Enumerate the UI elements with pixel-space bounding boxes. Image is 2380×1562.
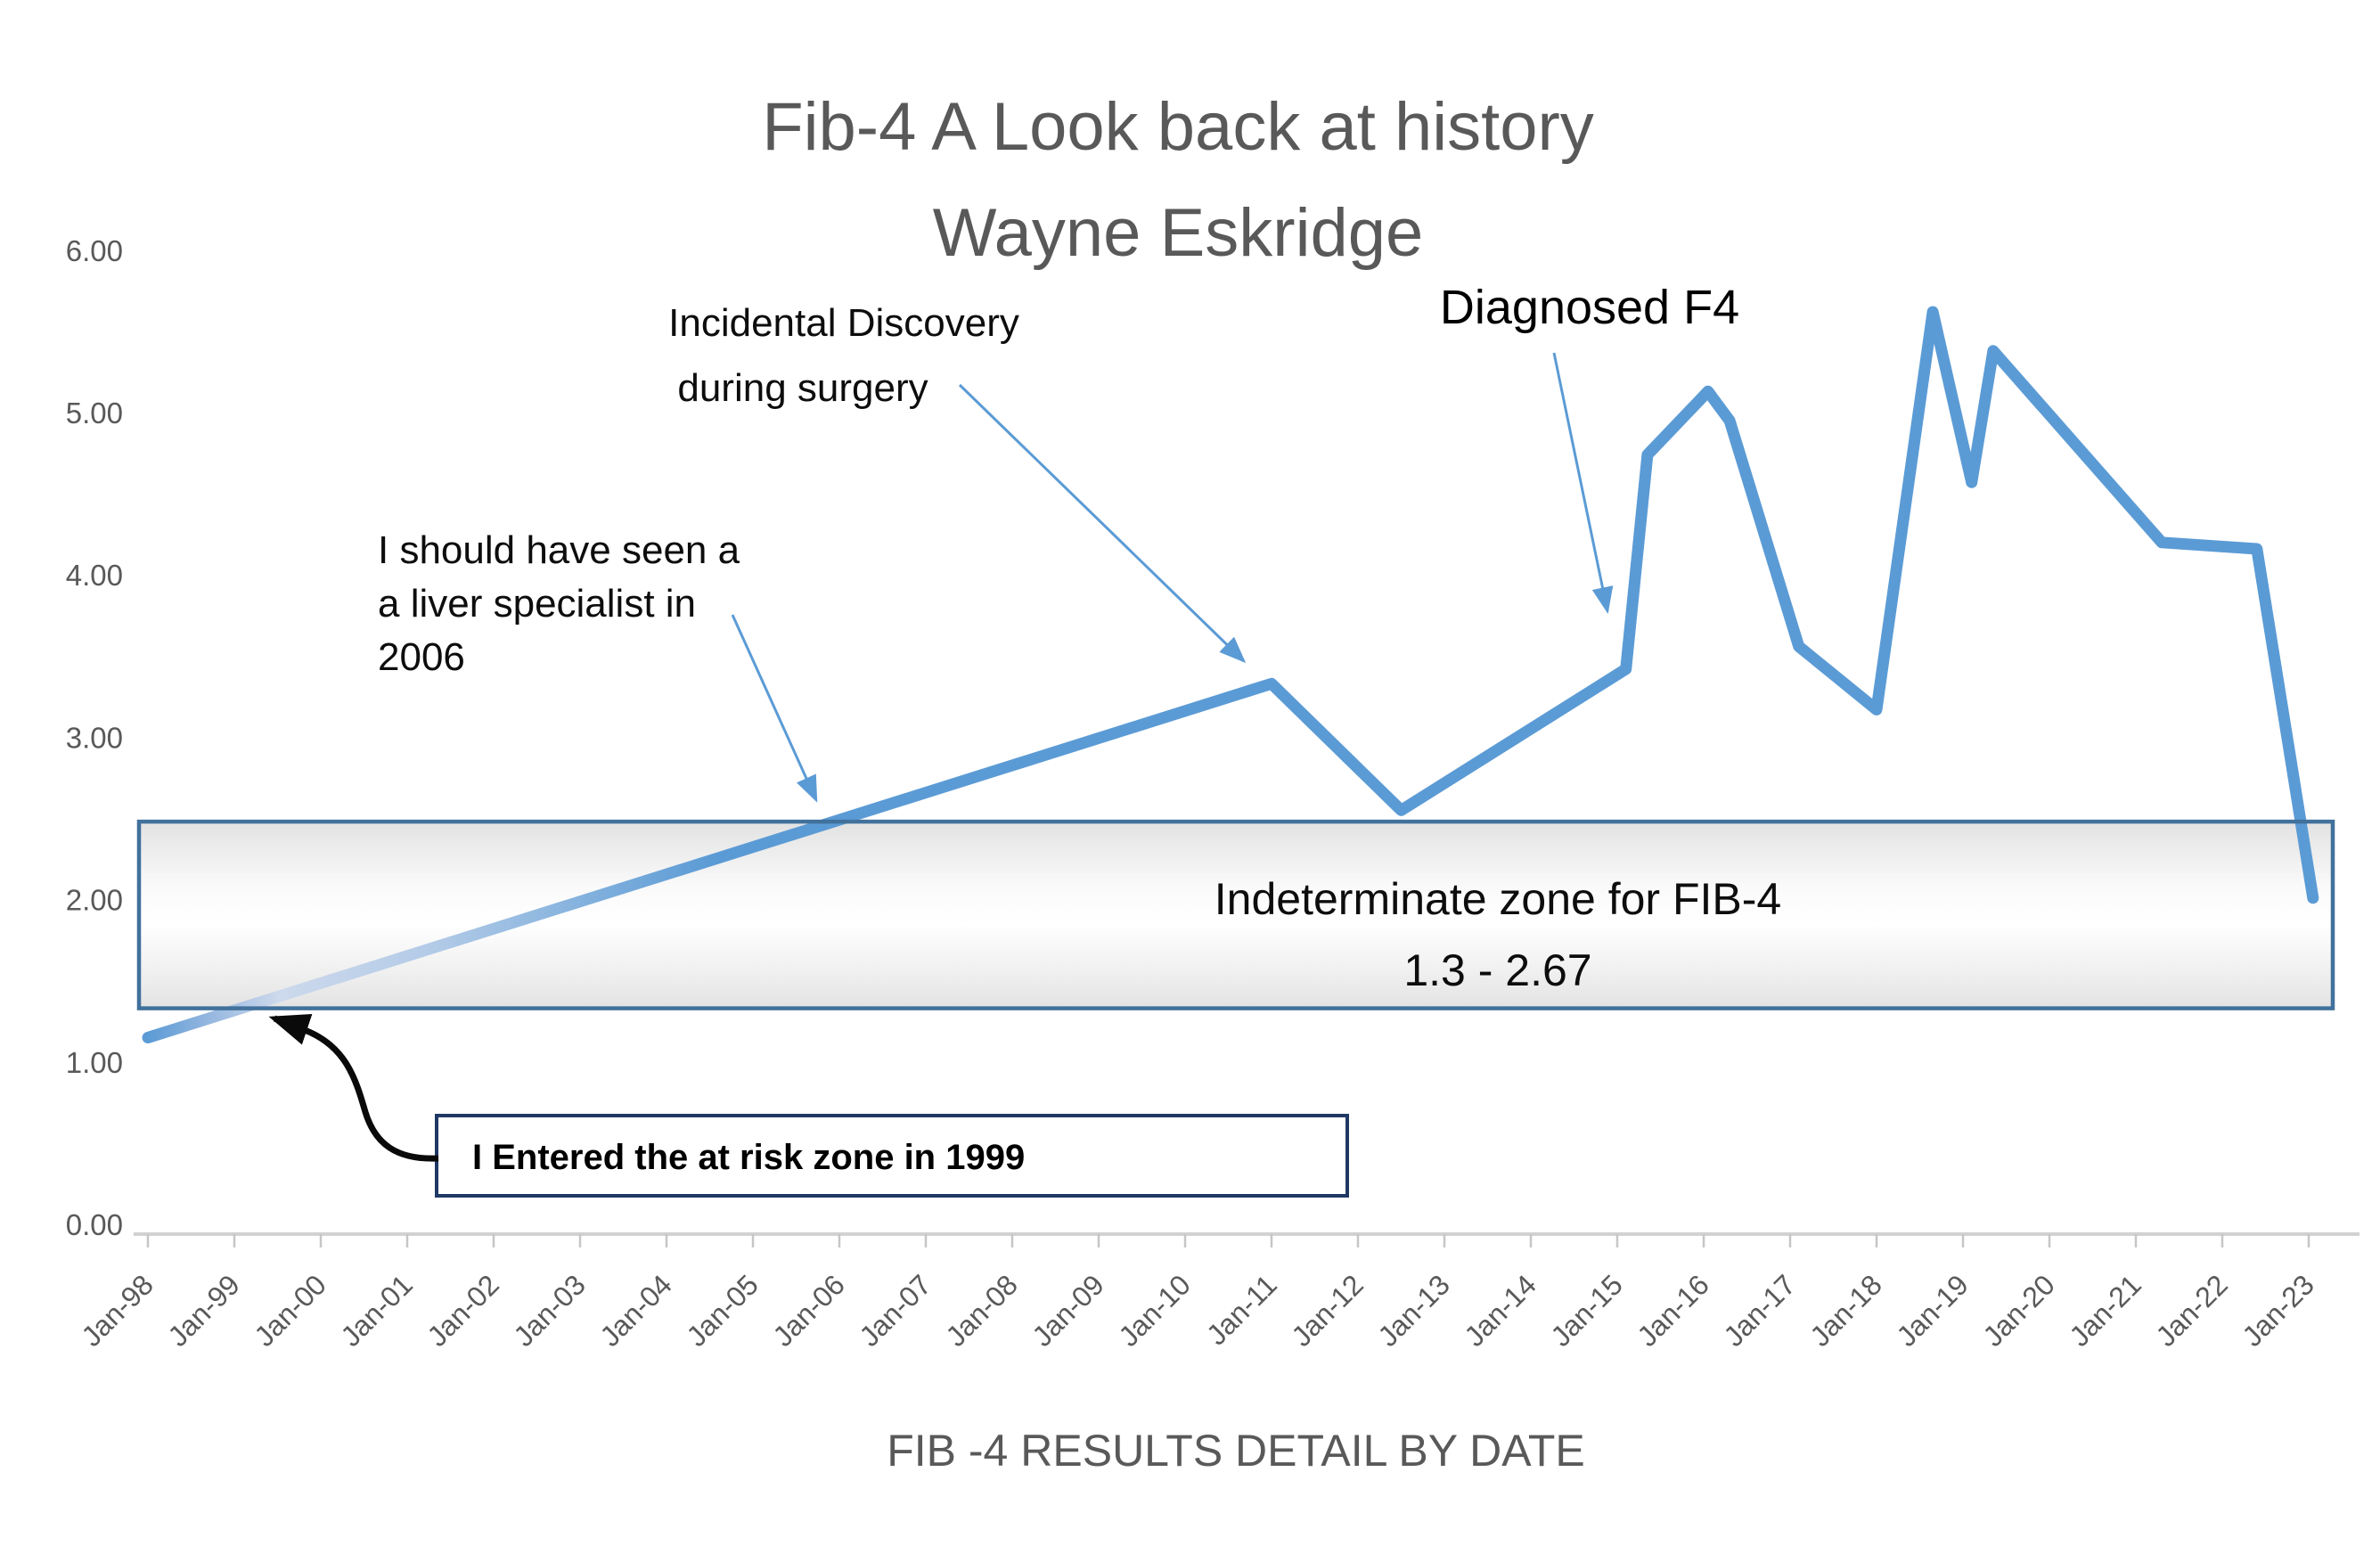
y-axis-tick-labels: 0.00 1.00 2.00 3.00 4.00 5.00 6.00	[66, 234, 123, 1241]
x-tick-label: Jan-03	[507, 1268, 592, 1353]
x-tick-label: Jan-00	[248, 1268, 332, 1353]
x-axis-tick-labels: Jan-98 Jan-99 Jan-00 Jan-01 Jan-02 Jan-03 Jan-…	[75, 1268, 2320, 1353]
x-tick-label: Jan-23	[2236, 1268, 2320, 1353]
fib4-series-line	[142, 306, 2319, 1043]
annotation-diagnosed-f4: Diagnosed F4	[1440, 281, 1739, 334]
x-tick-label: Jan-11	[1200, 1268, 1283, 1351]
x-tick-label: Jan-10	[1112, 1268, 1197, 1353]
zone-label-line1: Indeterminate zone for FIB-4	[1215, 874, 1781, 924]
y-tick-label: 4.00	[66, 559, 123, 592]
callout-text: I Entered the at risk zone in 1999	[472, 1138, 1025, 1177]
x-tick-label: Jan-22	[2149, 1268, 2234, 1353]
zone-label-line2: 1.3 - 2.67	[1403, 945, 1591, 995]
x-tick-label: Jan-21	[2063, 1268, 2147, 1353]
diagnosed-arrow	[1552, 352, 1614, 614]
x-tick-label: Jan-02	[421, 1268, 505, 1353]
x-tick-label: Jan-09	[1026, 1268, 1110, 1353]
x-tick-label: Jan-14	[1458, 1268, 1542, 1353]
y-tick-label: 2.00	[66, 884, 123, 917]
chart-title-line1: Fib-4 A Look back at history	[762, 89, 1594, 165]
x-tick-label: Jan-18	[1803, 1268, 1888, 1353]
callout-curved-arrow	[268, 1013, 439, 1162]
x-tick-label: Jan-05	[680, 1268, 765, 1353]
indeterminate-zone-band	[139, 822, 2333, 1009]
annotation-specialist-line3: 2006	[378, 635, 465, 679]
y-tick-label: 6.00	[66, 234, 123, 267]
x-tick-label: Jan-12	[1285, 1268, 1370, 1353]
x-tick-label: Jan-20	[1976, 1268, 2061, 1353]
annotation-specialist-line2: a liver specialist in	[378, 582, 696, 626]
x-tick-label: Jan-16	[1631, 1268, 1715, 1353]
y-tick-label: 0.00	[66, 1208, 123, 1241]
x-tick-label: Jan-13	[1371, 1268, 1456, 1353]
x-tick-label: Jan-15	[1544, 1268, 1629, 1353]
annotation-incidental-line1: Incidental Discovery	[668, 301, 1019, 345]
x-tick-label: Jan-19	[1890, 1268, 1975, 1353]
x-tick-label: Jan-17	[1717, 1268, 1802, 1353]
specialist-arrow	[731, 614, 818, 803]
x-axis-title: FIB -4 RESULTS DETAIL BY DATE	[887, 1426, 1585, 1476]
y-tick-label: 1.00	[66, 1046, 123, 1079]
callout-box	[435, 1114, 1349, 1198]
x-tick-label: Jan-06	[766, 1268, 851, 1353]
indeterminate-zone-border	[136, 819, 2335, 1010]
x-tick-label: Jan-08	[939, 1268, 1024, 1353]
incidental-arrow	[958, 383, 1247, 664]
y-tick-label: 5.00	[66, 397, 123, 429]
x-tick-label: Jan-07	[853, 1268, 937, 1353]
y-tick-label: 3.00	[66, 721, 123, 754]
annotation-incidental-line2: during surgery	[677, 366, 928, 410]
x-axis	[134, 1232, 2360, 1247]
annotation-specialist-line1: I should have seen a	[378, 528, 740, 572]
x-tick-label: Jan-04	[593, 1268, 678, 1353]
x-tick-label: Jan-99	[161, 1268, 246, 1353]
chart-title-line2: Wayne Eskridge	[933, 195, 1424, 271]
x-tick-label: Jan-98	[75, 1268, 159, 1353]
x-tick-label: Jan-01	[334, 1268, 419, 1353]
